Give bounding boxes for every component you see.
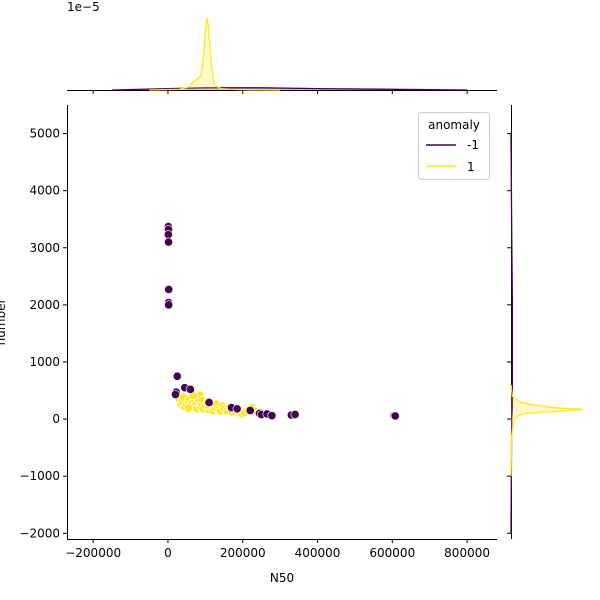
scatter-point-anomaly-neg1 — [170, 389, 180, 400]
scatter-point-anomaly-pos1 — [183, 403, 194, 413]
legend-title: anomaly — [428, 118, 480, 132]
scatter-point-anomaly-neg1 — [232, 404, 242, 414]
top-kde-line-pos1 — [149, 17, 281, 91]
scatter-point-anomaly-neg1 — [204, 397, 214, 408]
x-axis-label: N50 — [270, 571, 294, 585]
top-kde-fill-pos1 — [149, 18, 281, 90]
legend-frame — [418, 112, 490, 180]
legend: anomaly -1 1 — [418, 112, 490, 180]
scatter-point-anomaly-neg1 — [163, 237, 174, 247]
y-tick-label: −2000 — [19, 526, 60, 540]
scatter-point-anomaly-neg1 — [290, 409, 300, 420]
x-tick-label: −200000 — [65, 546, 121, 560]
y-tick-label: −1000 — [19, 469, 60, 483]
y-tick-label: 1000 — [29, 355, 60, 369]
y-tick-label: 3000 — [29, 241, 60, 255]
x-tick-label: 200000 — [220, 546, 266, 560]
right-kde-line-pos1 — [510, 384, 584, 477]
scatter-point-anomaly-neg1 — [245, 405, 255, 416]
scatter-point-anomaly-neg1 — [164, 284, 174, 294]
scatter-point-anomaly-neg1 — [185, 384, 195, 394]
top-marginal-offset-label: 1e−5 — [67, 0, 100, 14]
scatter-point-anomaly-neg1 — [164, 300, 174, 310]
scatter-point-anomaly-neg1 — [390, 411, 400, 421]
y-tick-label: 2000 — [29, 298, 60, 312]
top-kde-line-neg1 — [111, 87, 468, 91]
legend-label-pos1: 1 — [467, 160, 475, 174]
x-tick-label: 400000 — [295, 546, 341, 560]
scatter-point-anomaly-neg1 — [267, 411, 277, 421]
y-tick-label: 0 — [52, 412, 60, 426]
right-kde-fill-pos1 — [511, 384, 583, 477]
right-marginal-plot — [507, 105, 584, 539]
top-marginal-plot: 1e−5 — [67, 0, 497, 94]
x-tick-label: 800000 — [444, 546, 490, 560]
scatter-point-anomaly-neg1 — [172, 371, 182, 381]
legend-label-neg1: -1 — [467, 138, 479, 152]
y-tick-label: 5000 — [29, 127, 60, 141]
x-tick-label: 0 — [164, 546, 172, 560]
y-axis-label: number — [0, 299, 8, 346]
main-scatter-axes: −200000 0 200000 400000 600000 800000 −2000 −1… — [0, 105, 497, 585]
x-tick-label: 600000 — [369, 546, 415, 560]
right-kde-line-neg1 — [510, 133, 514, 534]
y-tick-label: 4000 — [29, 184, 60, 198]
